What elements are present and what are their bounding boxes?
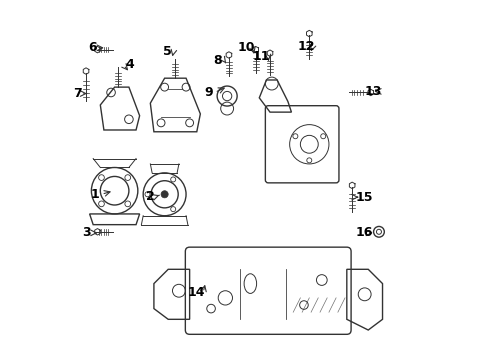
Circle shape [161,191,168,198]
Text: 6: 6 [88,41,97,54]
Text: 8: 8 [213,54,222,67]
Text: 10: 10 [237,41,255,54]
Text: 12: 12 [298,40,315,53]
Text: 11: 11 [253,50,270,63]
Text: 7: 7 [73,87,81,100]
Text: 16: 16 [355,226,372,239]
Text: 4: 4 [125,58,134,72]
Text: 2: 2 [146,190,155,203]
Text: 1: 1 [91,188,99,201]
Text: 9: 9 [204,86,213,99]
Text: 15: 15 [355,191,373,204]
Text: 5: 5 [163,45,172,58]
Text: 14: 14 [188,286,205,299]
Text: 13: 13 [364,85,382,98]
Text: 3: 3 [82,226,90,239]
